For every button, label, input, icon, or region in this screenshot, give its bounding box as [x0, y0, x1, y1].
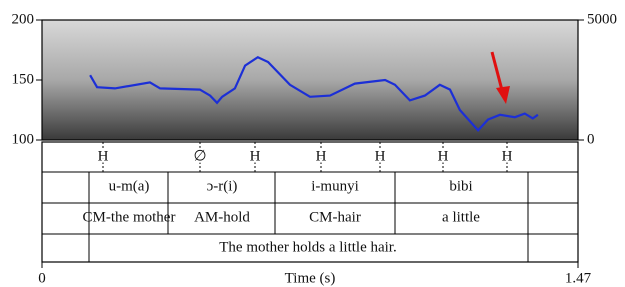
- y-tick-label: 150: [12, 71, 35, 87]
- tier-label: H: [250, 148, 261, 164]
- tier-label: H: [316, 148, 327, 164]
- tier-label: CM-the mother: [83, 209, 176, 225]
- tier-label: H: [502, 148, 513, 164]
- tier-label: H: [98, 148, 109, 164]
- tier-label: bibi: [449, 178, 472, 194]
- y2-tick-label: 0: [587, 131, 595, 147]
- tier-label: CM-hair: [309, 209, 361, 225]
- x-axis-label: Time (s): [285, 270, 336, 286]
- x-tick-label: 0: [38, 270, 46, 286]
- tier-label: ɔ-r(i): [207, 178, 238, 194]
- y2-tick-label: 5000: [587, 11, 617, 27]
- tier-label: AM-hold: [194, 209, 250, 225]
- y-tick-label: 100: [12, 131, 35, 147]
- tier-label: H: [438, 148, 449, 164]
- praat-figure: Time (s) 100 150 200 0 5000 0 1.47 H ∅ H H H H Hu-m(a…: [0, 0, 625, 287]
- tier-label: u-m(a): [109, 178, 150, 194]
- tier-label: a little: [442, 209, 480, 225]
- tier-label: H: [375, 148, 386, 164]
- tier-label: ∅: [193, 148, 206, 164]
- spectrogram: [42, 20, 578, 140]
- tier-label: i-munyi: [311, 178, 359, 194]
- tier-label: The mother holds a little hair.: [219, 239, 396, 255]
- x-tick-label: 1.47: [565, 270, 592, 286]
- y-tick-label: 200: [12, 11, 35, 27]
